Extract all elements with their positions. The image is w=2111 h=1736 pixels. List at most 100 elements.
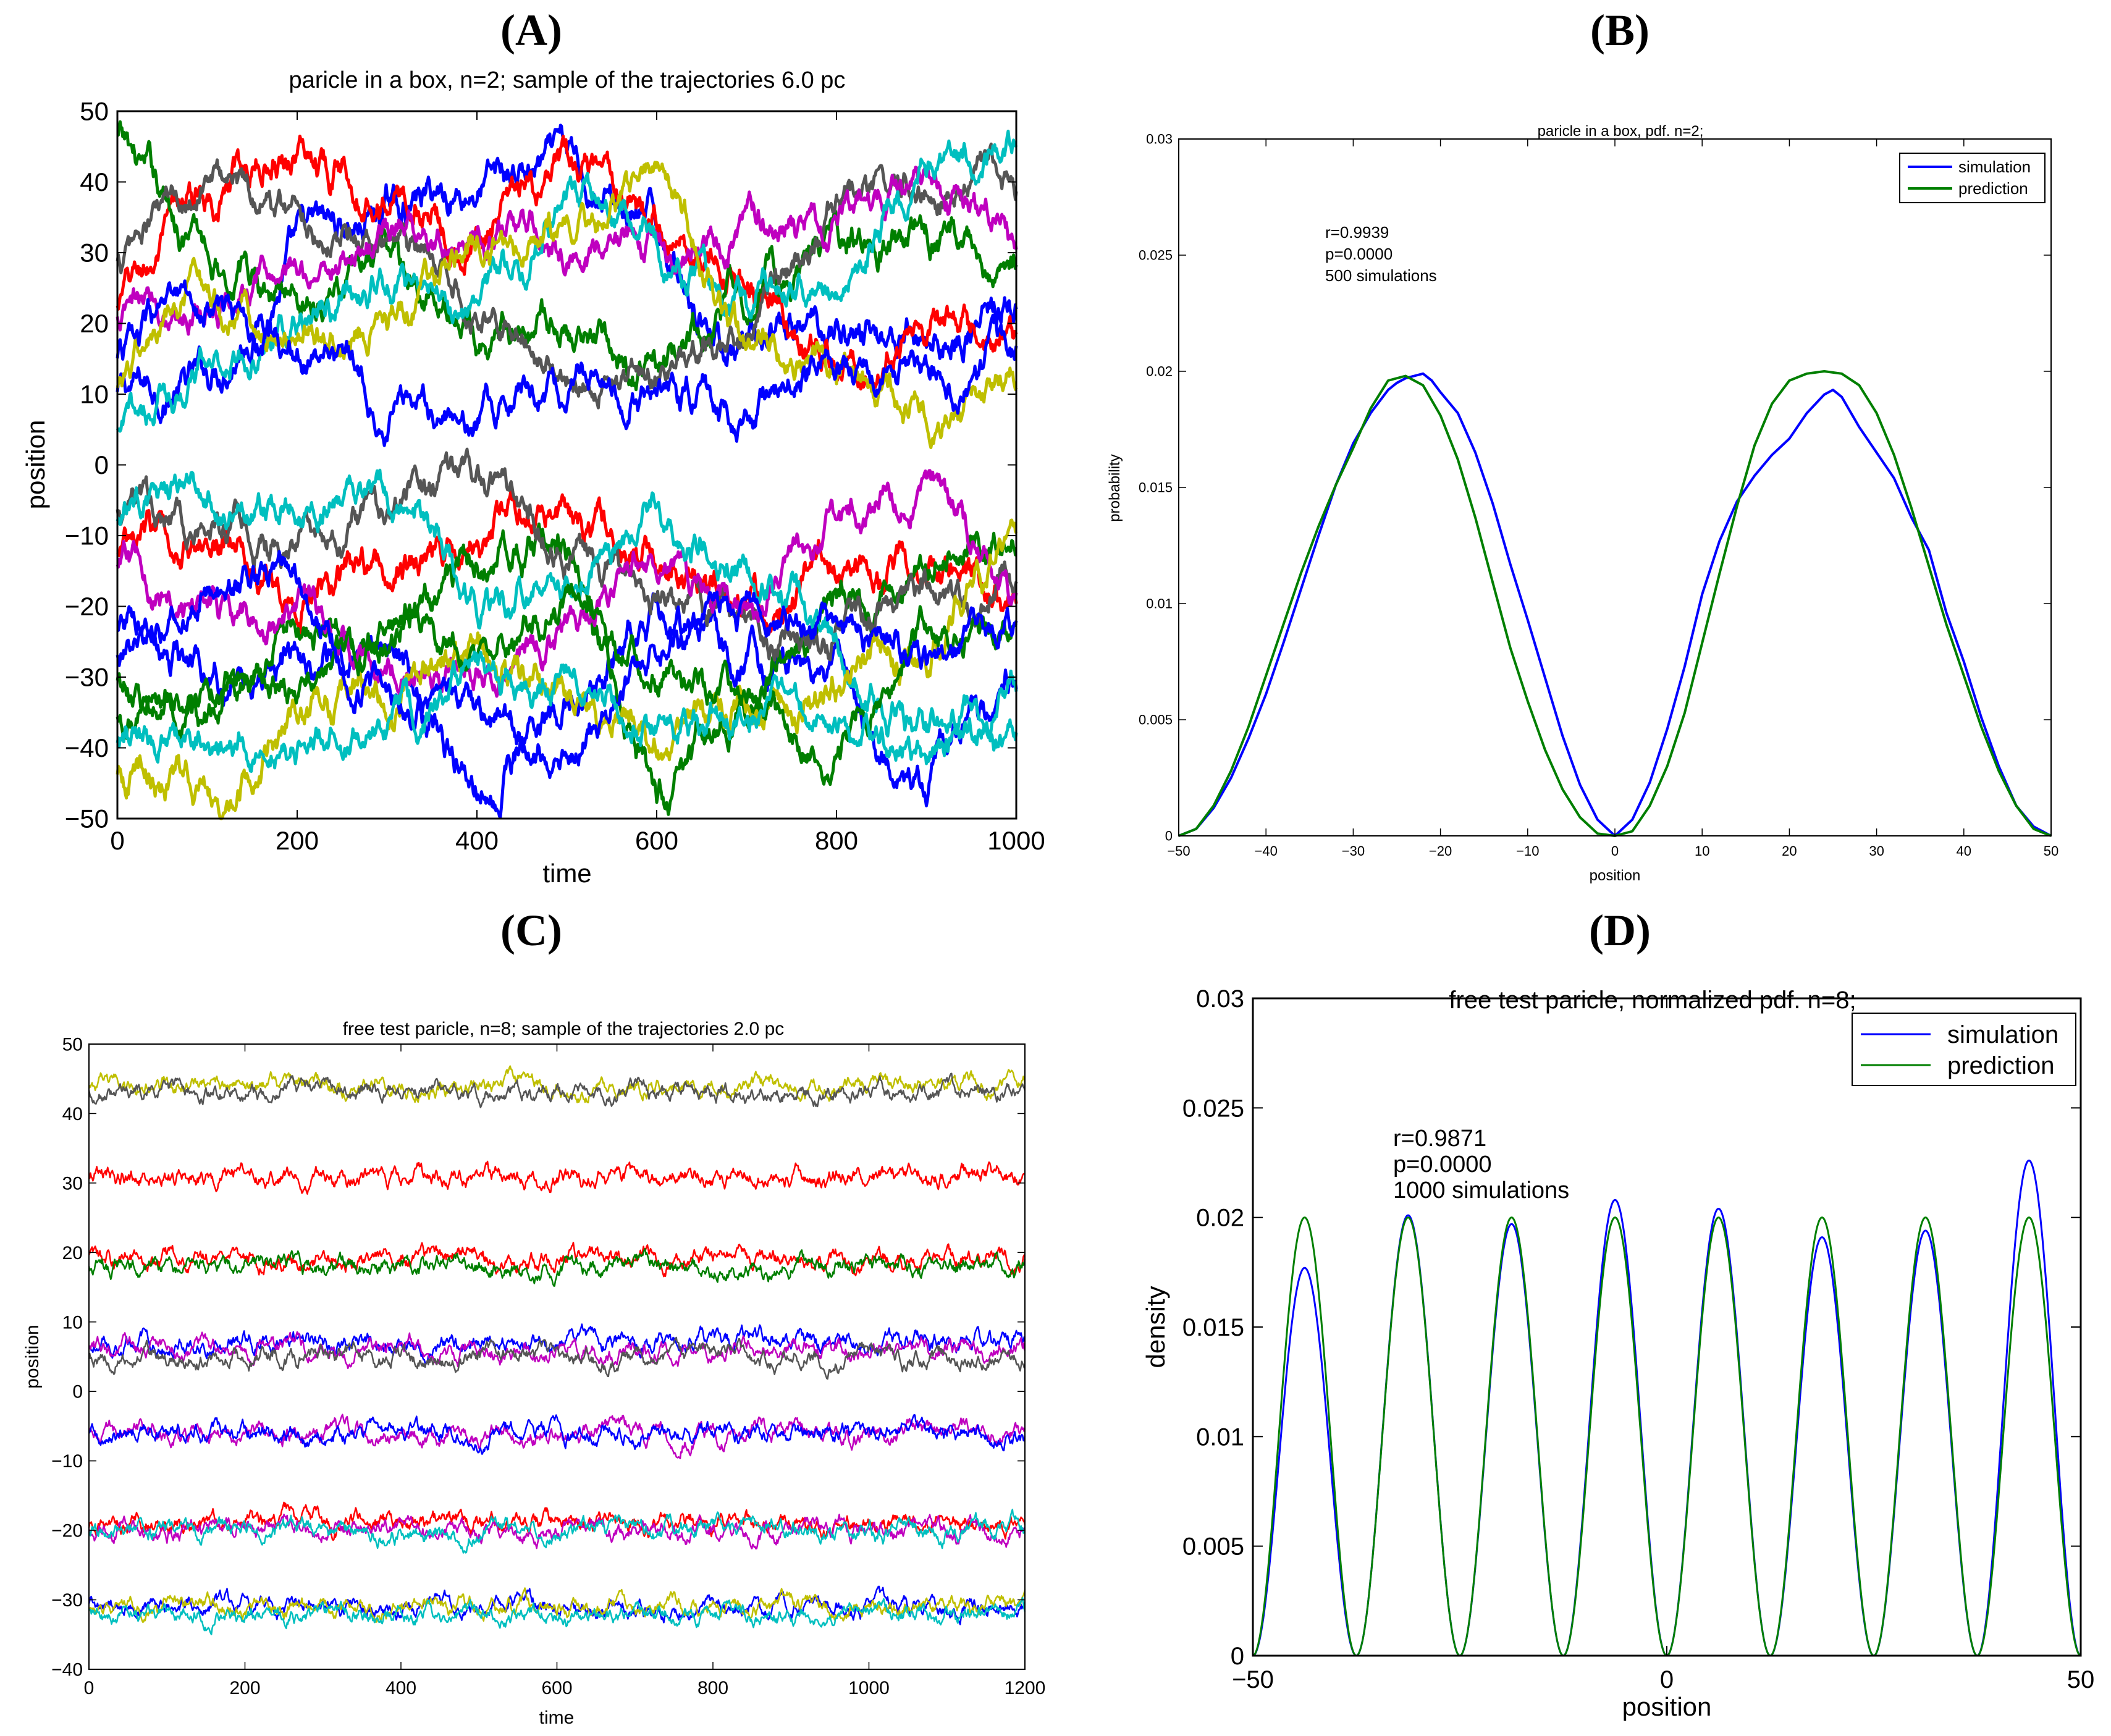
chart-c-ytick-label: 10 [62, 1312, 83, 1333]
chart-b-legend-label-simulation: simulation [1958, 158, 2031, 176]
chart-d-annotation-p: p=0.0000 [1393, 1152, 1492, 1178]
chart-c-ytick-label: 40 [62, 1104, 83, 1124]
chart-d-series-simulation [1252, 1160, 2081, 1657]
chart-b-series-simulation [1178, 372, 2052, 837]
chart-a-ytick-label: 40 [80, 167, 109, 196]
chart-c-ytick-label: −30 [51, 1590, 83, 1611]
chart-a-series-line [116, 142, 1018, 410]
chart-c-title: free test paricle, n=8; sample of the tr… [343, 1019, 785, 1039]
chart-c-series-line [88, 1414, 1026, 1460]
chart-a-ylabel: position [21, 420, 50, 510]
chart-b-plot-area [1178, 138, 2052, 836]
chart-c-ytick-label: 30 [62, 1173, 83, 1194]
chart-a-xtick-label: 1000 [987, 826, 1045, 855]
chart-b-xtick-label: 40 [1957, 843, 1971, 859]
chart-b-ytick-label: 0.03 [1146, 132, 1173, 147]
chart-d-xtick-label: 50 [2067, 1666, 2095, 1693]
chart-c-ytick-label: −20 [51, 1521, 83, 1541]
chart-d-annotation-r: r=0.9871 [1393, 1126, 1486, 1152]
chart-d-ylabel: density [1141, 1286, 1170, 1368]
chart-b-xtick-label: −40 [1255, 843, 1278, 859]
chart-b: paricle in a box, pdf. n=2; −50 −40 −30 −20… [1106, 123, 2058, 884]
chart-a-ytick-label: 20 [80, 309, 109, 338]
chart-a-series-line [116, 518, 1018, 820]
chart-c-plot-area [88, 1043, 1026, 1670]
chart-d-xtick-label: 0 [1660, 1666, 1674, 1693]
chart-b-axes: −50 −40 −30 −20 −10 0 10 20 30 40 50 0 0.005 0.01 0.01… [1139, 132, 2058, 859]
chart-b-xtick-label: 30 [1869, 843, 1884, 859]
chart-b-annotation-p: p=0.0000 [1325, 245, 1393, 263]
chart-d-ytick-label: 0.01 [1196, 1423, 1244, 1451]
chart-c-series-line [88, 1596, 1026, 1635]
chart-b-series-prediction [1178, 370, 2052, 837]
chart-b-xtick-label: −20 [1429, 843, 1452, 859]
chart-c-series-line [88, 1587, 1026, 1623]
chart-b-xlabel: position [1590, 867, 1641, 884]
chart-b-ytick-label: 0 [1165, 828, 1173, 844]
chart-b-xtick-label: 0 [1611, 843, 1619, 859]
chart-c-xtick-label: 1000 [848, 1678, 890, 1698]
chart-b-ytick-label: 0.015 [1139, 480, 1173, 495]
chart-b-series-group [1178, 370, 2052, 837]
chart-c-xtick-label: 800 [697, 1678, 728, 1698]
chart-a-ytick-label: 30 [80, 238, 109, 268]
chart-c-series-line [88, 1323, 1026, 1365]
chart-d-annotation-n: 1000 simulations [1393, 1178, 1569, 1203]
chart-b-ytick-label: 0.02 [1146, 364, 1173, 379]
chart-d-title: free test paricle, normalized pdf. n=8; [1449, 987, 1856, 1014]
chart-a-ytick-label: −30 [65, 663, 109, 692]
chart-a-series-group [116, 120, 1018, 820]
chart-a-series-line [116, 651, 1018, 773]
chart-d-plot-area [1252, 997, 2082, 1657]
chart-d-ytick-label: 0.015 [1182, 1314, 1244, 1341]
chart-b-xtick-label: 50 [2044, 843, 2058, 859]
chart-a-ytick-label: −10 [65, 521, 109, 550]
chart-a-series-line [116, 120, 1018, 392]
chart-c-ylabel: position [22, 1325, 43, 1388]
chart-c-xtick-label: 400 [386, 1678, 416, 1698]
chart-d-ytick-label: 0.005 [1182, 1533, 1244, 1561]
chart-d: free test paricle, normalized pdf. n=8; … [1141, 985, 2095, 1721]
chart-c-series-line [88, 1072, 1026, 1108]
chart-c-xtick-label: 200 [229, 1678, 260, 1698]
chart-b-xtick-label: 10 [1695, 843, 1709, 859]
chart-c-ytick-label: 20 [62, 1243, 83, 1263]
chart-d-series-group [1252, 1160, 2081, 1657]
chart-b-annotation-r: r=0.9939 [1325, 223, 1389, 242]
chart-a-series-line [116, 447, 1018, 662]
chart-c-xlabel: time [539, 1708, 575, 1728]
chart-d-ytick-label: 0.025 [1182, 1095, 1244, 1122]
chart-c-series-line [88, 1414, 1026, 1455]
chart-a-series-line [116, 468, 1018, 739]
chart-b-annotation-n: 500 simulations [1325, 266, 1437, 285]
chart-b-xtick-label: −10 [1516, 843, 1539, 859]
chart-a-series-line [116, 161, 1018, 449]
chart-a-xlabel: time [542, 859, 591, 888]
chart-a-ytick-label: 50 [80, 97, 109, 126]
chart-a-xtick-label: 0 [110, 826, 124, 855]
chart-a-axes: 0 200 400 600 800 1000 −50 −40 −30 −20 −10 0 10 20 30 4… [65, 97, 1045, 855]
chart-c-series-line [88, 1509, 1026, 1554]
chart-b-ytick-label: 0.025 [1139, 248, 1173, 263]
chart-d-ytick-label: 0.03 [1196, 985, 1244, 1013]
chart-d-legend-label-prediction: prediction [1947, 1052, 2054, 1079]
chart-b-ytick-label: 0.01 [1146, 596, 1173, 612]
panel-label-b: (B) [1590, 6, 1650, 55]
chart-b-legend: simulation prediction [1899, 153, 2046, 203]
chart-c-ytick-label: −10 [51, 1451, 83, 1472]
chart-b-ytick-label: 0.005 [1139, 712, 1173, 728]
chart-b-legend-label-prediction: prediction [1958, 179, 2028, 198]
chart-c-series-line [88, 1160, 1026, 1195]
chart-c-xtick-label: 1200 [1005, 1678, 1046, 1698]
chart-c-ytick-label: −40 [51, 1660, 83, 1680]
chart-a-ytick-label: −50 [65, 804, 109, 833]
chart-d-legend: simulation prediction [1852, 1013, 2076, 1086]
chart-a-xtick-label: 600 [635, 826, 678, 855]
chart-a-title: paricle in a box, n=2; sample of the tra… [289, 67, 846, 93]
chart-a-series-line [117, 550, 1018, 779]
chart-c-ytick-label: 50 [62, 1035, 83, 1055]
chart-a-ytick-label: −20 [65, 592, 109, 621]
chart-a-ytick-label: 10 [80, 380, 109, 409]
chart-a-xtick-label: 200 [276, 826, 319, 855]
panel-label-d: (D) [1589, 906, 1651, 955]
